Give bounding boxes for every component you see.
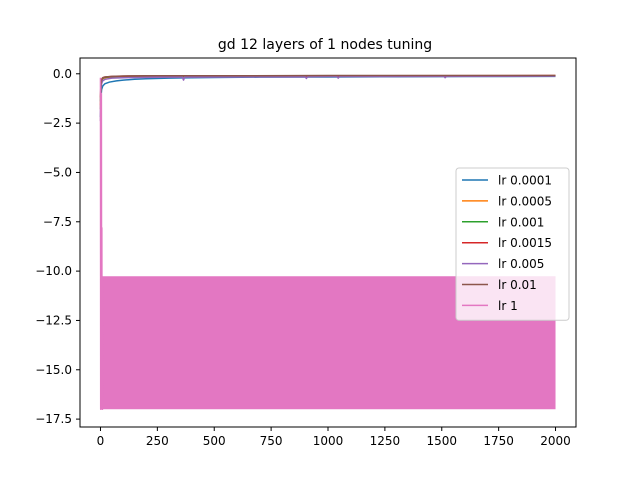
x-tick-label: 0: [97, 434, 105, 448]
y-tick-label: −17.5: [35, 412, 72, 426]
x-tick-label: 500: [203, 434, 226, 448]
legend-label: lr 0.005: [498, 257, 544, 271]
legend: lr 0.0001 lr 0.0005 lr 0.001 lr 0.0015 lr 0.…: [455, 167, 570, 321]
legend-label: lr 0.01: [498, 278, 537, 292]
legend-label: lr 0.0005: [498, 194, 552, 208]
x-tick-label: 1750: [483, 434, 514, 448]
series-line-5: [99, 74, 556, 110]
y-tick-label: −12.5: [35, 313, 72, 327]
series-line-0: [99, 75, 556, 118]
y-tick-label: −10.0: [35, 264, 72, 278]
axes-layer: 0 250 500 750 1000 1250 1500 1750 2000 0.0 −2.5 −5.…: [35, 57, 577, 448]
y-tick-label: −15.0: [35, 363, 72, 377]
y-tick-label: −2.5: [43, 116, 72, 130]
y-tick-label: −7.5: [43, 215, 72, 229]
series-line-1: [99, 75, 556, 106]
legend-label: lr 1: [498, 299, 518, 313]
chart-title: gd 12 layers of 1 nodes tuning: [218, 37, 432, 53]
series-line-4: [99, 75, 556, 122]
x-tick-label: 2000: [540, 434, 571, 448]
x-tick-label: 1500: [426, 434, 457, 448]
y-tick-label: 0.0: [53, 67, 72, 81]
legend-label: lr 0.0001: [498, 174, 552, 188]
x-tick-label: 750: [260, 434, 283, 448]
legend-box: [455, 167, 570, 321]
legend-label: lr 0.0015: [498, 236, 552, 250]
y-tick-label: −5.0: [43, 165, 72, 179]
legend-label: lr 0.001: [498, 215, 544, 229]
series-line-2: [99, 75, 556, 102]
x-tick-label: 1000: [313, 434, 344, 448]
x-tick-label: 1250: [370, 434, 401, 448]
series-line-6: [99, 77, 556, 410]
x-tick-label: 250: [146, 434, 169, 448]
